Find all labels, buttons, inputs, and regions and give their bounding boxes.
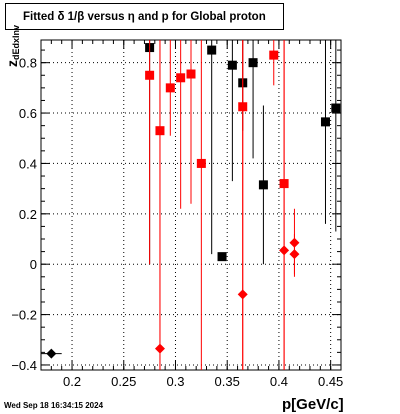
- x-tick-label: 0.45: [318, 374, 343, 389]
- timestamp: Wed Sep 18 16:34:15 2024: [4, 401, 104, 410]
- data-point-diamond: [279, 245, 290, 256]
- y-axis-label-main: z: [4, 60, 20, 67]
- data-point: [176, 73, 186, 83]
- y-tick-label: 0.2: [19, 207, 37, 222]
- data-point: [207, 45, 217, 55]
- chart-title: Fitted δ 1/β versus η and p for Global p…: [5, 3, 284, 30]
- series-layer: [41, 40, 341, 370]
- data-point: [320, 117, 330, 127]
- data-point-diamond: [237, 289, 248, 300]
- data-point: [227, 60, 237, 70]
- data-point: [145, 70, 155, 80]
- data-point: [248, 58, 258, 68]
- axis-ticks: 0.2 0.25 0.3 0.35 0.4 0.45 −0.4 −0.2 0 0.2 0.4 0.6 0…: [11, 40, 343, 389]
- y-tick-label: 0: [30, 257, 37, 272]
- x-axis-label: p[GeV/c]: [282, 396, 344, 413]
- data-point: [331, 103, 341, 113]
- y-tick-label: −0.4: [11, 358, 37, 373]
- y-axis-label: zdEdxInv: [4, 25, 22, 67]
- x-tick-label: 0.4: [270, 374, 288, 389]
- data-point: [165, 83, 175, 93]
- y-tick-label: 0.8: [19, 56, 37, 71]
- y-tick-label: −0.2: [11, 308, 37, 323]
- x-tick-label: 0.25: [111, 374, 136, 389]
- x-tick-label: 0.3: [166, 374, 184, 389]
- data-point: [196, 158, 206, 168]
- data-point: [258, 180, 268, 190]
- data-point-diamond: [289, 249, 300, 260]
- data-point: [217, 252, 227, 262]
- x-tick-label: 0.35: [215, 374, 240, 389]
- y-axis-label-subscript: dEdxInv: [11, 24, 21, 60]
- x-tick-label: 0.2: [63, 374, 81, 389]
- data-point: [186, 69, 196, 79]
- y-tick-label: 0.6: [19, 106, 37, 121]
- data-point: [269, 50, 279, 60]
- y-tick-label: 0.4: [19, 156, 37, 171]
- data-point-diamond: [154, 343, 165, 354]
- data-point-diamond: [46, 348, 57, 359]
